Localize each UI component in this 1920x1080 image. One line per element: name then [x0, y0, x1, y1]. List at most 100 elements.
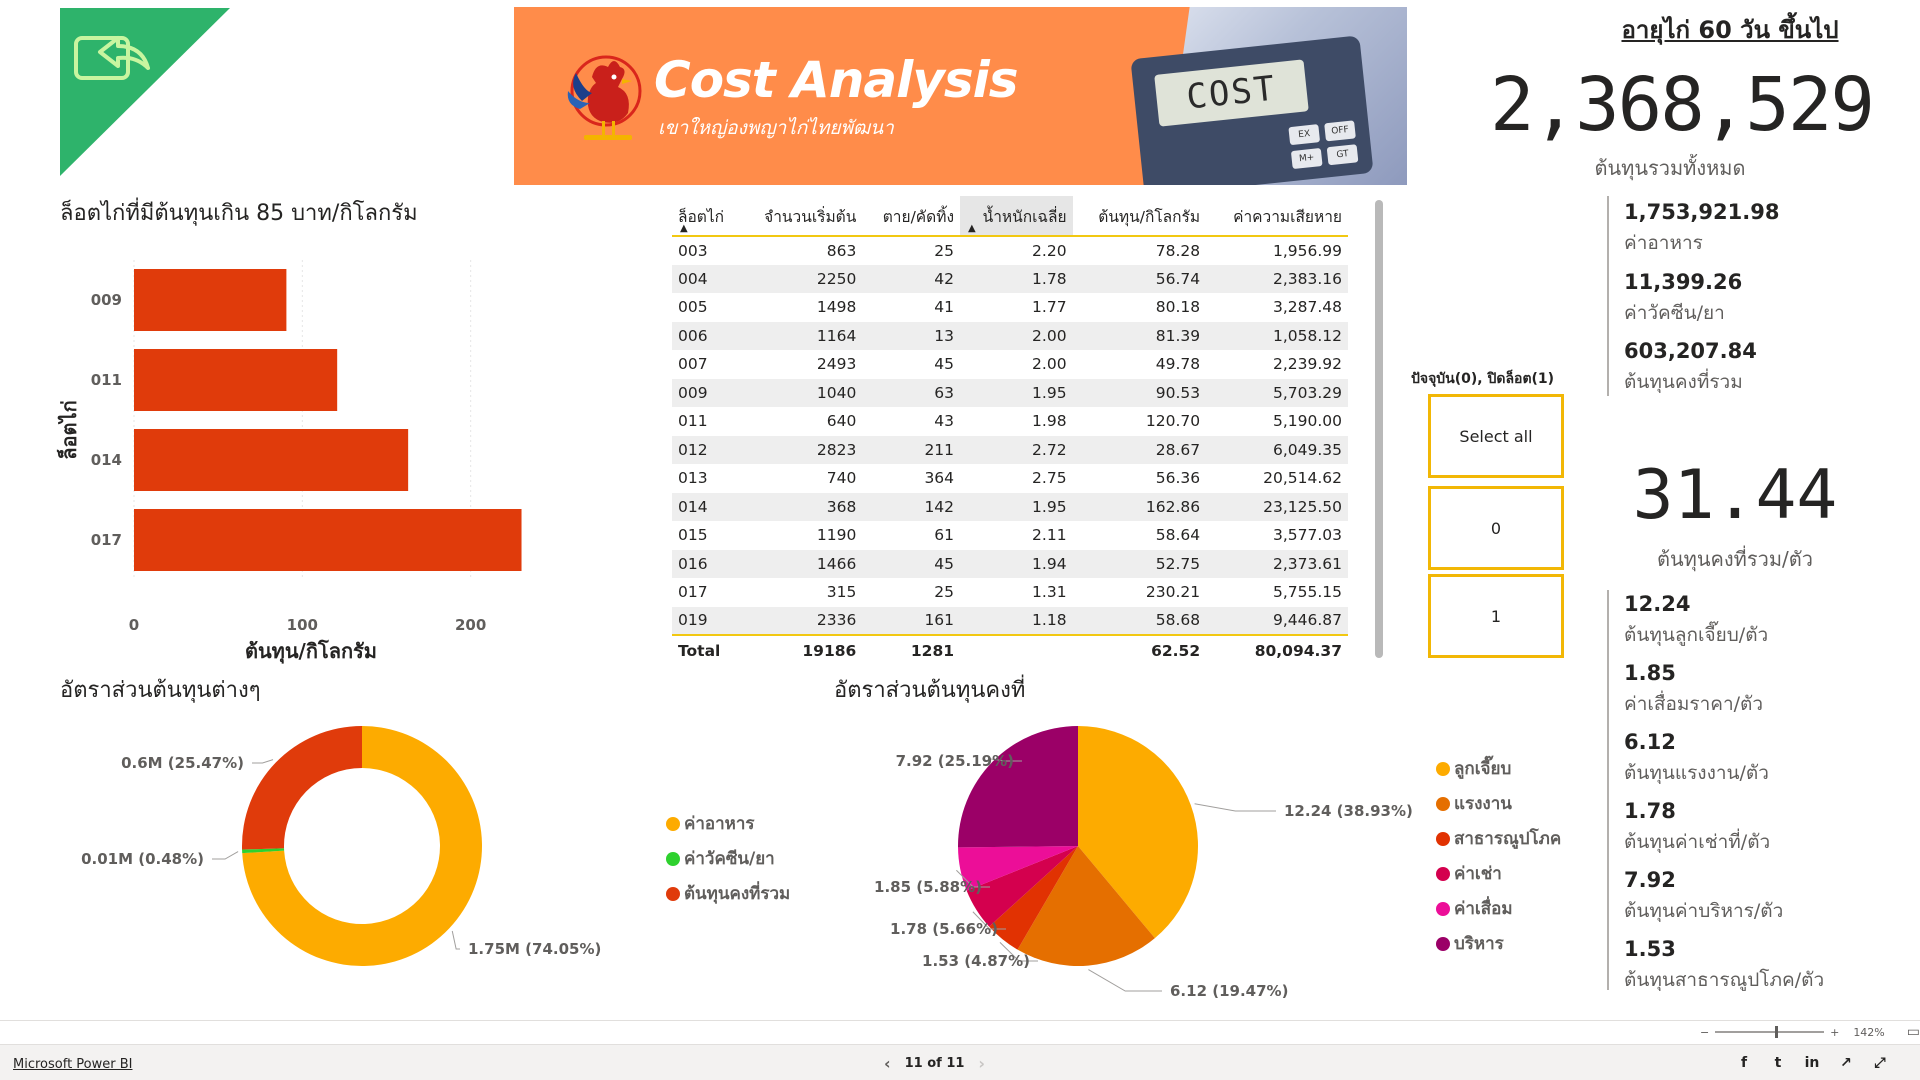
legend-item[interactable]: สาธารณูปโภค [1436, 821, 1561, 856]
table-row[interactable]: 019 2336 161 1.18 58.68 9,446.87 [672, 606, 1348, 635]
zoom-control[interactable]: − + 142% ▭ [1700, 1024, 1920, 1040]
table-row[interactable]: 017 315 25 1.31 230.21 5,755.15 [672, 578, 1348, 607]
table-cell: 161 [862, 606, 961, 635]
legend-marker [1436, 901, 1450, 916]
column-header-damage[interactable]: ค่าความเสียหาย [1206, 196, 1348, 237]
table-header-row: ล็อตไก่ ▲ จำนวนเริ่มต้น ตาย/คัดทิ้ง น้ำหน… [672, 196, 1348, 237]
share-icon[interactable]: ↗ [1840, 1055, 1852, 1071]
legend-item[interactable]: ค่าเสื่อม [1436, 891, 1561, 926]
slice-1[interactable] [1017, 846, 1155, 966]
table-cell: 2,383.16 [1206, 264, 1348, 293]
table-row[interactable]: 015 1190 61 2.11 58.64 3,577.03 [672, 521, 1348, 550]
bar-014[interactable] [134, 429, 409, 491]
table-cell: 28.67 [1072, 435, 1207, 464]
table-cell: 25 [934, 241, 955, 260]
slice-0[interactable] [1078, 726, 1198, 939]
column-header-initial-count[interactable]: จำนวนเริ่มต้น [740, 196, 863, 237]
table-cell: 004 [672, 264, 741, 293]
table-row[interactable]: 014 368 142 1.95 162.86 23,125.50 [672, 492, 1348, 521]
bar-chart-title: ล็อตไก่ที่มีต้นทุนเกิน 85 บาท/กิโลกรัม [60, 201, 418, 226]
legend-item[interactable]: ค่าวัคซีน/ยา [666, 841, 790, 876]
column-header-dead[interactable]: ตาย/คัดทิ้ง [862, 196, 961, 237]
y-tick-label: 009 [91, 291, 122, 309]
table-cell: 162.86 [1072, 492, 1207, 521]
table-cell: 005 [678, 298, 708, 317]
data-label: 6.12 (19.47%) [1170, 982, 1288, 1000]
donut-legend: ค่าอาหารค่าวัคซีน/ยาต้นทุนคงที่รวม [666, 806, 790, 911]
table-cell: 45 [862, 549, 961, 578]
slice-0[interactable] [242, 726, 483, 966]
bar-017[interactable] [134, 509, 522, 571]
table-cell: 863 [826, 241, 857, 260]
table-row[interactable]: 012 2823 211 2.72 28.67 6,049.35 [672, 435, 1348, 464]
slice-2[interactable] [989, 846, 1078, 950]
table-row[interactable]: 009 1040 63 1.95 90.53 5,703.29 [672, 378, 1348, 407]
facebook-icon[interactable]: f [1740, 1055, 1748, 1071]
back-button[interactable] [60, 8, 230, 176]
legend-label: ค่าวัคซีน/ยา [684, 849, 775, 869]
bar-011[interactable] [134, 349, 338, 411]
previous-page-icon[interactable]: ‹ [884, 1054, 891, 1073]
fixed-cost-pie-chart[interactable]: 12.24 (38.93%) 6.12 (19.47%) 1.53 (4.87%) 1… [830, 700, 1450, 1010]
legend-item[interactable]: ต้นทุนคงที่รวม [666, 876, 790, 911]
share-toolbar: f t in ↗ ⤢ [1734, 1054, 1890, 1072]
table-row[interactable]: 006 1164 13 2.00 81.39 1,058.12 [672, 321, 1348, 350]
table-cell: 012 [672, 435, 741, 464]
table-row[interactable]: 011 640 43 1.98 120.70 5,190.00 [672, 407, 1348, 436]
legend-item[interactable]: แรงงาน [1436, 786, 1561, 821]
table-cell: 61 [934, 526, 955, 545]
slice-4[interactable] [958, 846, 1078, 891]
table-cell: 9,446.87 [1206, 606, 1348, 635]
table-row[interactable]: 013 740 364 2.75 56.36 20,514.62 [672, 464, 1348, 493]
column-header-avg-weight[interactable]: น้ำหนักเฉลี่ย ▲ [960, 196, 1073, 237]
bar-009[interactable] [134, 269, 287, 331]
next-page-icon[interactable]: › [978, 1054, 986, 1073]
kpi-divider [1607, 196, 1609, 396]
table-cell: 011 [678, 412, 708, 431]
kpi-card-vaccine: 11,399.26 ค่าวัคซีน/ยา [1624, 270, 1743, 324]
legend-item[interactable]: บริหาร [1436, 926, 1561, 961]
table-cell: 2.75 [1032, 469, 1067, 488]
twitter-icon[interactable]: t [1774, 1055, 1782, 1071]
legend-item[interactable]: ค่าอาหาร [666, 806, 790, 841]
fullscreen-icon[interactable]: ⤢ [1874, 1055, 1886, 1071]
lot-table[interactable]: ล็อตไก่ ▲ จำนวนเริ่มต้น ตาย/คัดทิ้ง น้ำหน… [672, 196, 1352, 665]
y-tick-label: 014 [91, 451, 122, 469]
table-row[interactable]: 007 2493 45 2.00 49.78 2,239.92 [672, 350, 1348, 379]
zoom-in-icon[interactable]: + [1830, 1025, 1840, 1039]
table-scrollbar[interactable] [1375, 200, 1383, 658]
legend-item[interactable]: ลูกเจี๊ยบ [1436, 751, 1561, 786]
linkedin-icon[interactable]: in [1804, 1055, 1820, 1071]
slice-5[interactable] [958, 726, 1078, 848]
legend-item[interactable]: ค่าเช่า [1436, 856, 1561, 891]
table-cell: 1.94 [960, 549, 1073, 578]
leader-line [451, 930, 460, 950]
table-row[interactable]: 005 1498 41 1.77 80.18 3,287.48 [672, 293, 1348, 322]
column-header-cost-per-kg[interactable]: ต้นทุน/กิโลกรัม [1072, 196, 1207, 237]
column-header-lot[interactable]: ล็อตไก่ ▲ [672, 196, 741, 237]
slicer-option-select-all[interactable]: Select all [1428, 394, 1564, 478]
zoom-slider-thumb[interactable] [1775, 1026, 1779, 1038]
zoom-slider[interactable] [1715, 1026, 1825, 1038]
legend-label: ค่าอาหาร [684, 814, 755, 834]
legend-marker [1436, 831, 1450, 846]
table-row[interactable]: 004 2250 42 1.78 56.74 2,383.16 [672, 264, 1348, 293]
table-cell: 2250 [740, 264, 863, 293]
table-row[interactable]: 016 1466 45 1.94 52.75 2,373.61 [672, 549, 1348, 578]
cost-ratio-donut-chart[interactable]: 1.75M (74.05%) 0.01M (0.48%) 0.6M (25.47%) [60, 700, 660, 1010]
table-row[interactable]: 003 863 25 2.20 78.28 1,956.99 [672, 236, 1348, 265]
slice-2[interactable] [242, 726, 362, 850]
zoom-out-icon[interactable]: − [1700, 1025, 1710, 1039]
high-cost-lots-bar-chart[interactable]: 0 100 200 009 011 014 017 ต้นทุน/กิโลกรัม ล็อตไก… [50, 240, 630, 670]
table-cell: 007 [678, 355, 708, 374]
slicer-option-0[interactable]: 0 [1428, 486, 1564, 570]
x-tick-label: 200 [455, 616, 486, 634]
slice-3[interactable] [966, 846, 1078, 927]
table-cell: 3,287.48 [1272, 298, 1342, 317]
slicer-option-1[interactable]: 1 [1428, 574, 1564, 658]
power-bi-link[interactable]: Microsoft Power BI [13, 1057, 133, 1072]
slice-1[interactable] [242, 848, 285, 854]
fit-page-icon[interactable]: ▭ [1906, 1024, 1920, 1040]
table-cell: 2.00 [1032, 355, 1067, 374]
table-cell: 315 [826, 583, 857, 602]
